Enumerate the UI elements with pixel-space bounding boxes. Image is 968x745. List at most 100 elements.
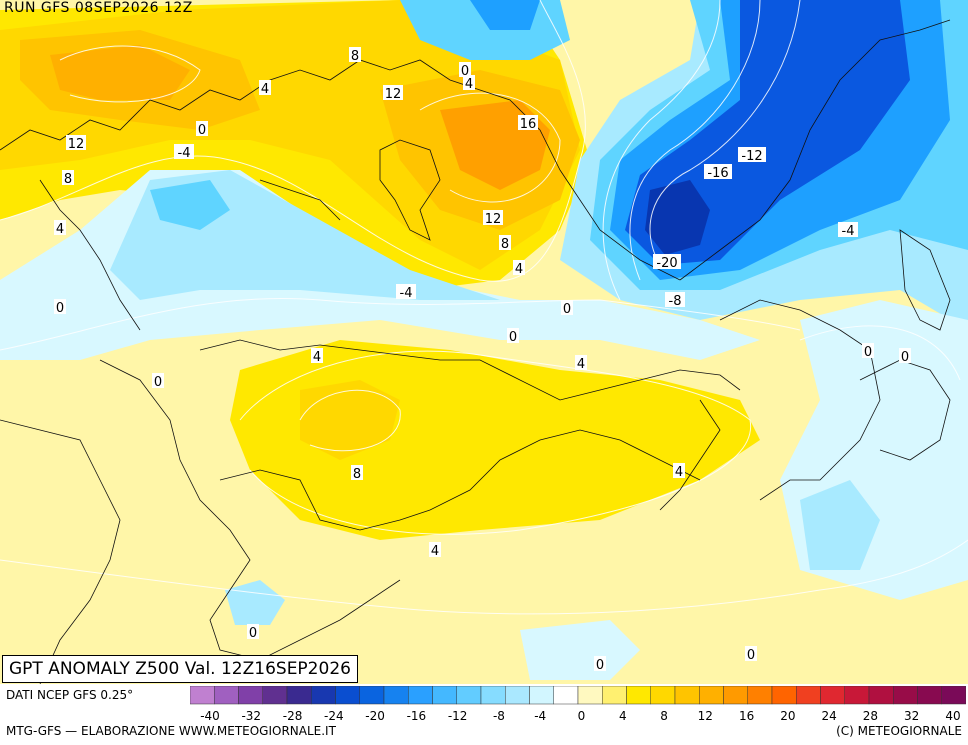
scale-swatch [844, 686, 870, 705]
contour-labels: 84120-412840412161284-400-12-16-20-8-400… [54, 47, 911, 673]
contour-label-bg [152, 373, 164, 388]
credit-right: (C) METEOGIORNALE [836, 724, 962, 738]
scale-label: 8 [660, 709, 668, 723]
contour-label-bg [54, 299, 66, 314]
contour-label-bg [62, 170, 74, 185]
footer: DATI NCEP GFS 0.25° -40 -32 -28 -24 -20 -16 -1… [0, 684, 968, 745]
contour-label-bg [259, 80, 271, 95]
contour-label: 4 [465, 77, 473, 92]
scale-swatch [771, 686, 797, 705]
scale-swatch [529, 686, 554, 705]
scale-label: 12 [698, 709, 713, 723]
contour-label: 12 [385, 87, 402, 102]
contour-label-bg [673, 463, 685, 478]
anomaly-positive-central-asia-core [300, 380, 400, 460]
scale-label: -12 [448, 709, 468, 723]
contour-label-bg [463, 75, 475, 90]
contour-label: 4 [56, 222, 64, 237]
scale-label: -24 [324, 709, 344, 723]
contour-label: 4 [515, 262, 523, 277]
scale-swatch [408, 686, 433, 705]
contour-label-bg [561, 300, 573, 315]
anomaly-negative-south [520, 620, 640, 680]
scale-swatch [917, 686, 942, 705]
contour-label-bg [838, 222, 858, 237]
contour-label-bg [575, 355, 587, 370]
contour-label: 0 [563, 302, 571, 317]
contour-label: 8 [351, 49, 359, 64]
contour-label: 0 [461, 64, 469, 79]
contour-label: -4 [178, 146, 191, 161]
contour-label: 0 [596, 658, 604, 673]
data-source-label: DATI NCEP GFS 0.25° [6, 688, 134, 702]
contour-label: 0 [249, 626, 257, 641]
contour-label: 4 [431, 544, 439, 559]
contour-label: 0 [198, 123, 206, 138]
scale-swatch [214, 686, 239, 705]
scale-label: -32 [241, 709, 261, 723]
contour-label-bg [499, 235, 511, 250]
contour-label: -8 [669, 294, 682, 309]
contour-label-bg [429, 542, 441, 557]
contour-label: -16 [707, 166, 728, 181]
scale-label: 28 [863, 709, 878, 723]
contour-label-bg [383, 85, 403, 100]
scale-swatch [359, 686, 385, 705]
contour-label: 8 [501, 237, 509, 252]
scale-swatch [820, 686, 845, 705]
scale-swatch [553, 686, 579, 705]
contour-label-bg [899, 348, 911, 363]
contour-label: 0 [747, 648, 755, 663]
scale-label: 40 [945, 709, 960, 723]
contour-label: 4 [313, 350, 321, 365]
anomaly-negative-trough-core [645, 180, 710, 255]
contour-label: 4 [675, 465, 683, 480]
scale-swatch [893, 686, 918, 705]
scale-swatch [262, 686, 288, 705]
scale-swatch [747, 686, 773, 705]
scale-swatch [286, 686, 312, 705]
contour-label-bg [66, 135, 86, 150]
scale-label: -16 [407, 709, 427, 723]
contour-label-bg [665, 292, 685, 307]
contour-label-bg [594, 656, 606, 671]
scale-swatch [723, 686, 748, 705]
run-label: RUN GFS 08SEP2026 12Z [4, 0, 193, 16]
credit-left: MTG-GFS — ELABORAZIONE WWW.METEOGIORNALE… [6, 724, 336, 738]
contour-label-bg [196, 121, 208, 136]
contour-label-bg [704, 164, 732, 179]
contour-label-bg [396, 284, 416, 299]
scale-label: -20 [365, 709, 385, 723]
scale-swatch [238, 686, 263, 705]
color-scale: -40 -32 -28 -24 -20 -16 -12 -8 -4 0 4 8 12 16 20 24 28 32… [190, 686, 966, 723]
contour-label: 0 [56, 301, 64, 316]
contour-label-bg [507, 328, 519, 343]
scale-swatch [602, 686, 627, 705]
contour-label-bg [351, 465, 363, 480]
scale-swatch [650, 686, 676, 705]
contour-label: 8 [353, 467, 361, 482]
contour-label-bg [738, 147, 766, 162]
scale-swatch [699, 686, 724, 705]
scale-swatch [480, 686, 506, 705]
contour-label: 0 [864, 345, 872, 360]
contour-label-bg [247, 624, 259, 639]
contour-label-bg [862, 343, 874, 358]
scale-swatch [674, 686, 700, 705]
scale-swatch [577, 686, 603, 705]
scale-swatch [335, 686, 360, 705]
contour-label-bg [653, 254, 681, 269]
scale-swatch [941, 686, 966, 705]
anomaly-map: 84120-412840412161284-400-12-16-20-8-400… [0, 0, 968, 684]
scale-swatch [311, 686, 336, 705]
contour-label: 8 [64, 172, 72, 187]
scale-swatch [432, 686, 457, 705]
scale-label: 24 [822, 709, 837, 723]
contour-label: 4 [577, 357, 585, 372]
contour-label-bg [311, 348, 323, 363]
contour-label: -20 [656, 256, 677, 271]
contour-label: 16 [520, 117, 537, 132]
contour-label: 0 [901, 350, 909, 365]
contour-label: -4 [400, 286, 413, 301]
scale-label: 4 [619, 709, 627, 723]
